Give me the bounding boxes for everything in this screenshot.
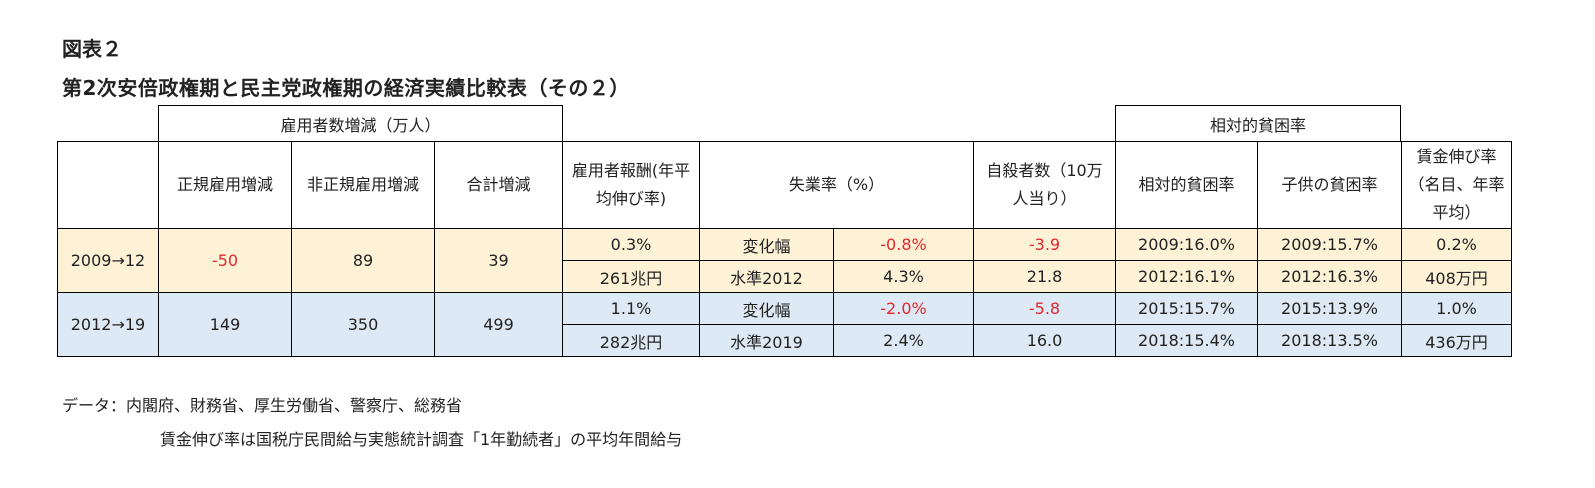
relative-poverty-cell: 2009:16.0% <box>1115 228 1258 261</box>
suicide-cell: 21.8 <box>973 260 1116 293</box>
table-row: 2009→12 -50 89 39 0.3% 変化幅 -0.8% -3.9 20… <box>57 228 1512 293</box>
compensation-cell: 261兆円 <box>562 260 700 293</box>
header-child-poverty: 子供の貧困率 <box>1257 141 1402 229</box>
nonregular-cell: 350 <box>291 292 435 357</box>
unemployment-label-cell: 変化幅 <box>699 228 834 261</box>
compensation-cell: 0.3% <box>562 228 700 261</box>
child-poverty-cell: 2018:13.5% <box>1257 324 1402 357</box>
header-row: 正規雇用増減 非正規雇用増減 合計増減 雇用者報酬(年平均伸び率) 失業率（%）… <box>57 141 1512 229</box>
suicide-cell: 16.0 <box>973 324 1116 357</box>
group-header-employment: 雇用者数増減（万人） <box>158 105 563 142</box>
table-row: 261兆円 水準2012 4.3% 21.8 2012:16.1% 2012:1… <box>57 260 1512 293</box>
nonregular-cell: 89 <box>291 228 435 293</box>
unemployment-value-cell: -2.0% <box>833 292 974 325</box>
relative-poverty-cell: 2018:15.4% <box>1115 324 1258 357</box>
wage-cell: 436万円 <box>1401 324 1512 357</box>
period-cell: 2012→19 <box>57 292 159 357</box>
unemployment-value-cell: 2.4% <box>833 324 974 357</box>
relative-poverty-cell: 2015:15.7% <box>1115 292 1258 325</box>
unemployment-label-cell: 変化幅 <box>699 292 834 325</box>
suicide-cell: -5.8 <box>973 292 1116 325</box>
header-compensation: 雇用者報酬(年平均伸び率) <box>562 141 700 229</box>
figure-label: 図表２ <box>62 37 122 61</box>
header-blank <box>57 141 159 229</box>
wage-cell: 408万円 <box>1401 260 1512 293</box>
relative-poverty-cell: 2012:16.1% <box>1115 260 1258 293</box>
total-cell: 499 <box>434 292 563 357</box>
compensation-cell: 282兆円 <box>562 324 700 357</box>
unemployment-value-cell: -0.8% <box>833 228 974 261</box>
header-regular: 正規雇用増減 <box>158 141 292 229</box>
child-poverty-cell: 2015:13.9% <box>1257 292 1402 325</box>
wage-footnote: 賃金伸び率は国税庁民間給与実態統計調査「1年勤続者」の平均年間給与 <box>160 430 683 449</box>
comparison-table: 正規雇用増減 非正規雇用増減 合計増減 雇用者報酬(年平均伸び率) 失業率（%）… <box>57 141 1512 357</box>
unemployment-label-cell: 水準2019 <box>699 324 834 357</box>
period-cell: 2009→12 <box>57 228 159 293</box>
total-cell: 39 <box>434 228 563 293</box>
header-total: 合計増減 <box>434 141 563 229</box>
wage-cell: 0.2% <box>1401 228 1512 261</box>
table-row: 2012→19 149 350 499 1.1% 変化幅 -2.0% -5.8 … <box>57 292 1512 357</box>
group-header-poverty: 相対的貧困率 <box>1115 105 1401 142</box>
header-suicide: 自殺者数（10万人当り） <box>973 141 1116 229</box>
header-relative-poverty: 相対的貧困率 <box>1115 141 1258 229</box>
child-poverty-cell: 2012:16.3% <box>1257 260 1402 293</box>
child-poverty-cell: 2009:15.7% <box>1257 228 1402 261</box>
header-nonregular: 非正規雇用増減 <box>291 141 435 229</box>
unemployment-label-cell: 水準2012 <box>699 260 834 293</box>
compensation-cell: 1.1% <box>562 292 700 325</box>
unemployment-value-cell: 4.3% <box>833 260 974 293</box>
figure-title: 第2次安倍政権期と民主党政権期の経済実績比較表（その２） <box>62 76 630 100</box>
suicide-cell: -3.9 <box>973 228 1116 261</box>
regular-cell: 149 <box>158 292 292 357</box>
source-note: データ：内閣府、財務省、厚生労働省、警察庁、総務省 <box>62 396 463 415</box>
regular-cell: -50 <box>158 228 292 293</box>
wage-cell: 1.0% <box>1401 292 1512 325</box>
header-unemployment: 失業率（%） <box>699 141 974 229</box>
header-wage: 賃金伸び率（名目、年率平均） <box>1401 141 1512 229</box>
